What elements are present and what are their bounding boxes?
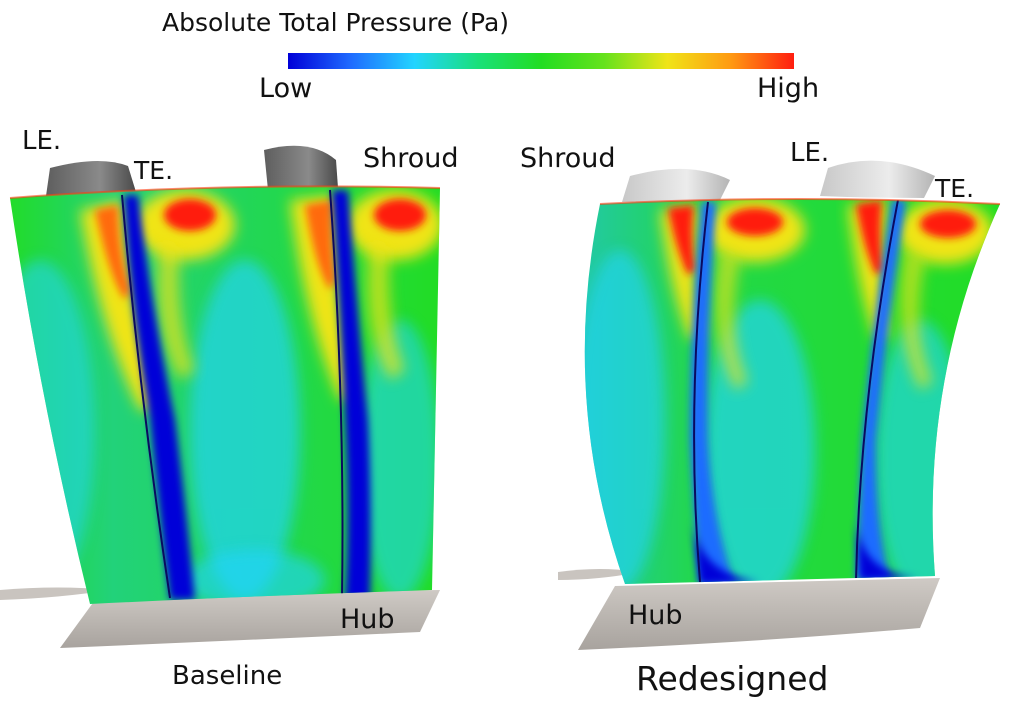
baseline-hub-surface xyxy=(60,590,440,648)
baseline-te-label: TE. xyxy=(134,156,174,185)
redesigned-shroud-label: Shroud xyxy=(520,143,616,174)
baseline-le-label: LE. xyxy=(22,126,62,156)
colorbar xyxy=(288,53,794,69)
colorbar-high-label: High xyxy=(757,73,820,104)
baseline-caption: Baseline xyxy=(172,661,283,691)
redesigned-le-label: LE. xyxy=(790,138,830,168)
redesigned-hub-label: Hub xyxy=(628,600,683,631)
redesigned-shroud-edge xyxy=(599,198,1001,205)
redesigned-blade-2 xyxy=(820,160,935,198)
redesigned-hub-surface xyxy=(578,578,940,650)
baseline-hub-front-blade xyxy=(0,587,110,600)
redesigned-caption: Redesigned xyxy=(636,659,829,698)
redesigned-blade-1 xyxy=(622,168,730,203)
colorbar-title: Absolute Total Pressure (Pa) xyxy=(162,8,510,37)
baseline-hub-label: Hub xyxy=(340,604,395,635)
baseline-blade-2 xyxy=(264,145,338,190)
redesigned-panel xyxy=(558,160,1001,650)
baseline-shroud-edge xyxy=(9,185,441,199)
redesigned-hub-front-blade xyxy=(558,569,640,580)
redesigned-te-label: TE. xyxy=(935,174,975,203)
baseline-panel xyxy=(0,145,441,648)
colorbar-gradient xyxy=(288,53,794,69)
colorbar-low-label: Low xyxy=(259,73,313,104)
baseline-shroud-label: Shroud xyxy=(363,143,459,174)
baseline-blade-1 xyxy=(46,160,136,196)
